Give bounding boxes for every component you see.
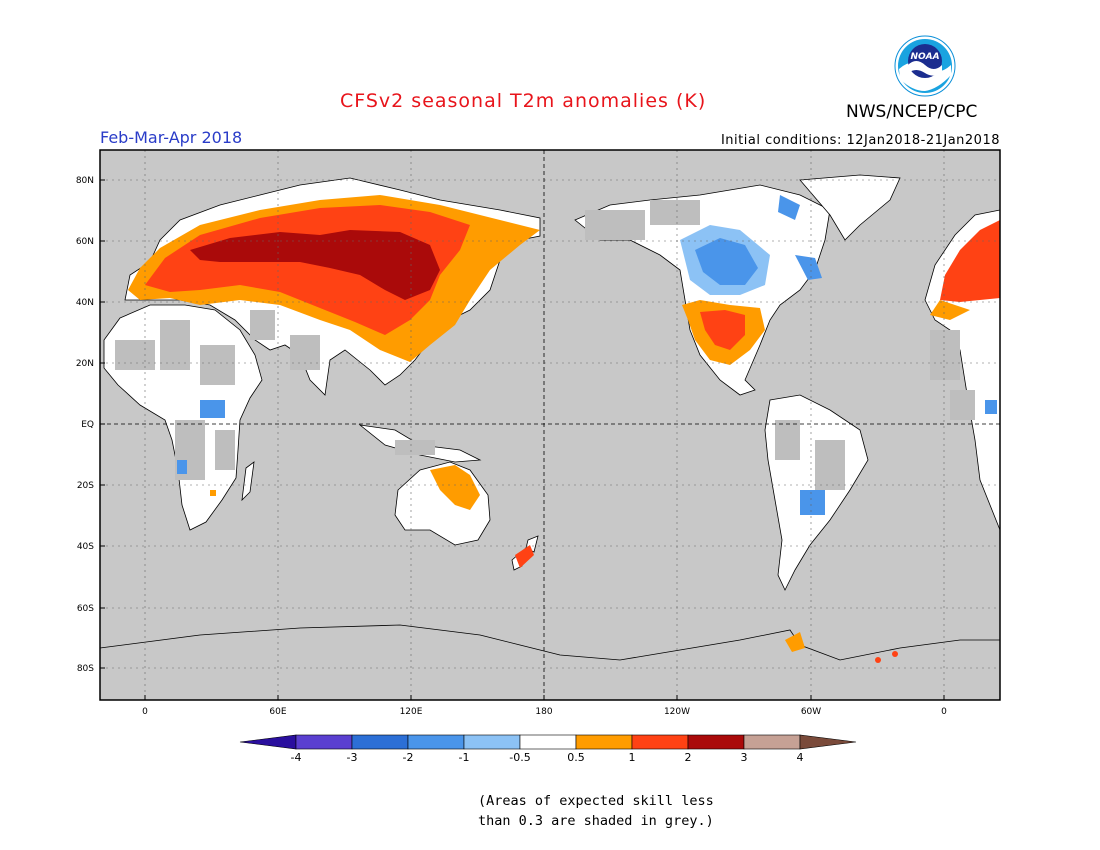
colorbar-label: 4 [797, 751, 804, 764]
anomaly-darkred-eurasia [190, 230, 440, 300]
lon-tick-label: 180 [535, 707, 552, 717]
noaa-logo: NOAA [894, 35, 956, 97]
lon-tick-label: 120E [400, 707, 423, 717]
anomaly-red-nz [515, 545, 534, 568]
colorbar-segment [351, 734, 409, 750]
anomaly-red-antarctic-dot [875, 657, 881, 663]
colorbar-segment [519, 734, 577, 750]
colorbar-segment [463, 734, 521, 750]
lon-tick-label: 60E [269, 707, 286, 717]
skill-note-line-1: (Areas of expected skill less [478, 793, 714, 809]
map-frame [99, 149, 1001, 701]
lat-tick-label: 80S [77, 664, 94, 674]
initial-conditions: Initial conditions: 12Jan2018-21Jan2018 [720, 133, 1000, 148]
anomaly-midblue-canada [695, 238, 758, 285]
colorbar-segment [631, 734, 689, 750]
anomaly-orange-antarctic-peninsula [785, 632, 805, 652]
colorbar-label: -4 [291, 751, 302, 764]
lon-tick-label: 0 [941, 707, 947, 717]
anomaly-orange-africa [210, 490, 216, 496]
colorbar-segment [295, 734, 353, 750]
lon-tick-label: 60W [801, 707, 821, 717]
warm-anomalies [128, 195, 1000, 663]
anomaly-blue-wrap [985, 400, 997, 414]
anomaly-red-antarctic-dot-2 [892, 651, 898, 657]
gridlines [100, 150, 1000, 700]
anomaly-orange-australia [430, 465, 480, 510]
anomaly-blue-greenland [778, 195, 800, 220]
colorbar-label: 2 [685, 751, 692, 764]
lat-tick-label: 20N [76, 359, 94, 369]
low-skill-areas [115, 200, 975, 490]
colorbar-min-arrow [239, 734, 297, 750]
colorbar-label: 0.5 [567, 751, 585, 764]
colorbar-label: -0.5 [509, 751, 530, 764]
cool-anomalies [177, 195, 997, 515]
anomaly-blue-brazil [800, 490, 825, 515]
latitude-labels: 80N 60N 40N 20N EQ 20S 40S 60S 80S [76, 176, 105, 674]
organization-label: NWS/NCEP/CPC [846, 102, 978, 122]
lon-tick-label: 120W [664, 707, 690, 717]
lat-tick-label: 80N [76, 176, 94, 186]
anomaly-blue-africa-2 [177, 460, 187, 474]
colorbar-segment [687, 734, 745, 750]
colorbar-max-arrow [799, 734, 857, 750]
lat-tick-label: 40S [77, 542, 94, 552]
anomaly-red-europe-wrap [940, 220, 1000, 302]
colorbar-segment [407, 734, 465, 750]
colorbar-label: -2 [403, 751, 414, 764]
anomaly-blue-ne-canada [795, 255, 822, 280]
forecast-period: Feb-Mar-Apr 2018 [100, 128, 243, 147]
colorbar-label: -3 [347, 751, 358, 764]
colorbar-segment [743, 734, 801, 750]
map-title: CFSv2 seasonal T2m anomalies (K) [340, 90, 707, 112]
colorbar-label: 1 [629, 751, 636, 764]
colorbar-label: 3 [741, 751, 748, 764]
lat-tick-label: 20S [77, 481, 94, 491]
madagascar [241, 461, 255, 502]
colorbar: -4 -3 -2 -1 -0.5 0.5 1 2 3 4 [239, 734, 857, 764]
anomaly-red-us [700, 310, 745, 350]
colorbar-label: -1 [459, 751, 470, 764]
greenland [799, 174, 901, 241]
lat-tick-label: 60N [76, 237, 94, 247]
skill-note-line-2: than 0.3 are shaded in grey.) [478, 813, 714, 829]
longitude-labels: 0 60E 120E 180 120W 60W 0 [142, 695, 947, 717]
skill-note: (Areas of expected skill less than 0.3 a… [478, 791, 714, 831]
colorbar-segment [575, 734, 633, 750]
anomaly-blue-africa [200, 400, 225, 418]
lat-tick-label: 60S [77, 604, 94, 614]
lat-tick-label: 40N [76, 298, 94, 308]
logo-text: NOAA [910, 52, 939, 62]
lon-tick-label: 0 [142, 707, 148, 717]
lat-tick-label: EQ [81, 420, 94, 430]
anomaly-orange-europe-wrap [930, 300, 970, 320]
